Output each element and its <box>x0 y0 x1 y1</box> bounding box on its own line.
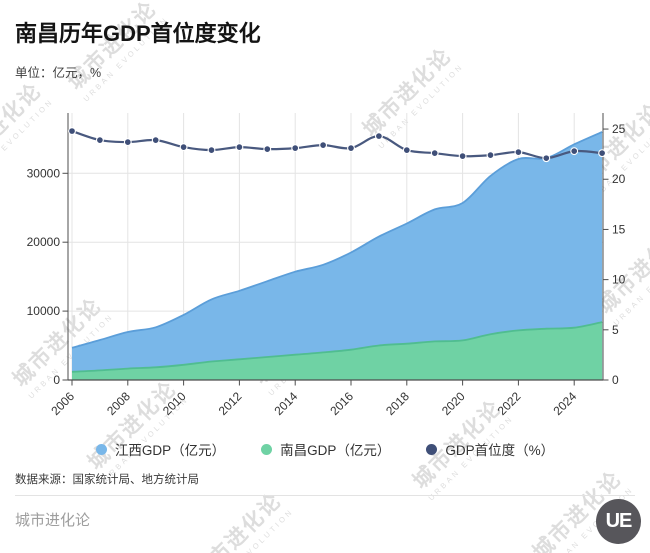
area-series-1 <box>72 322 603 380</box>
chart-title: 南昌历年GDP首位度变化 <box>15 21 261 46</box>
right-axis-tick-label: 10 <box>612 273 626 287</box>
line-gdp-primacy <box>71 130 603 160</box>
data-source: 数据来源：国家统计局、地方统计局 <box>15 474 199 486</box>
area-edge-0 <box>71 131 603 349</box>
legend-label: 南昌GDP（亿元） <box>280 443 391 458</box>
x-axis-tick-label: 2006 <box>48 389 77 418</box>
left-axis-tick-label: 0 <box>53 373 60 387</box>
brand-name: 城市进化论 <box>15 512 91 529</box>
unit-label: 单位：亿元，% <box>15 66 102 80</box>
data-point[interactable] <box>68 127 76 136</box>
legend-label: GDP首位度（%） <box>445 443 555 458</box>
data-point[interactable] <box>347 144 355 153</box>
legend-item-2[interactable]: GDP首位度（%） <box>426 439 554 459</box>
right-axis-tick-label: 20 <box>612 172 626 186</box>
left-axis-tick-label: 20000 <box>27 235 61 249</box>
legend-item-1[interactable]: 南昌GDP（亿元） <box>261 439 390 459</box>
x-axis-tick-label: 2024 <box>551 389 580 418</box>
data-point[interactable] <box>123 138 132 147</box>
data-point[interactable] <box>207 146 216 155</box>
right-axis-tick-label: 15 <box>612 222 626 236</box>
data-point[interactable] <box>402 146 411 155</box>
data-point[interactable] <box>514 148 523 157</box>
x-axis-tick-label: 2020 <box>439 389 468 418</box>
data-point[interactable] <box>486 151 495 160</box>
x-axis-tick-label: 2018 <box>383 389 412 418</box>
legend: 江西GDP（亿元） 南昌GDP（亿元） GDP首位度（%） <box>0 439 650 459</box>
right-axis-tick-label: 5 <box>612 323 619 337</box>
data-point[interactable] <box>263 145 272 154</box>
data-point[interactable] <box>458 152 467 161</box>
legend-label: 江西GDP（亿元） <box>114 443 226 458</box>
brand-logo: UE <box>596 499 641 544</box>
line-points <box>68 127 607 163</box>
right-axis-tick-label: 0 <box>612 373 619 387</box>
data-point[interactable] <box>179 143 188 152</box>
data-point[interactable] <box>319 141 328 150</box>
left-axis-tick-label: 10000 <box>27 304 61 318</box>
brand-logo-text: UE <box>605 510 633 532</box>
data-point[interactable] <box>151 136 160 145</box>
legend-marker <box>95 443 107 455</box>
right-axis-tick-label: 25 <box>612 122 626 136</box>
x-axis-tick-label: 2016 <box>327 389 356 418</box>
data-point[interactable] <box>95 136 104 145</box>
area-series-0 <box>72 131 603 380</box>
legend-marker <box>261 443 273 455</box>
data-point[interactable] <box>430 149 439 158</box>
legend-marker <box>426 443 438 455</box>
axes: 0 10000 20000 30000 0 5 10 15 20 25 2006 2008 2010 20… <box>27 113 626 418</box>
footer-divider <box>15 495 635 496</box>
area-edge-1 <box>71 321 603 373</box>
x-axis-tick-label: 2014 <box>272 389 301 418</box>
data-point[interactable] <box>235 143 244 152</box>
data-point[interactable] <box>570 147 579 156</box>
data-point[interactable] <box>374 132 383 141</box>
x-axis-tick-label: 2008 <box>104 389 133 418</box>
data-point[interactable] <box>291 144 300 153</box>
x-axis-tick-label: 2012 <box>216 389 245 418</box>
left-axis-tick-label: 30000 <box>27 166 61 180</box>
legend-item-0[interactable]: 江西GDP（亿元） <box>95 439 226 459</box>
x-axis-tick-label: 2010 <box>160 389 189 418</box>
data-point[interactable] <box>598 149 607 158</box>
data-point[interactable] <box>542 154 551 163</box>
x-axis-tick-label: 2022 <box>495 389 524 418</box>
